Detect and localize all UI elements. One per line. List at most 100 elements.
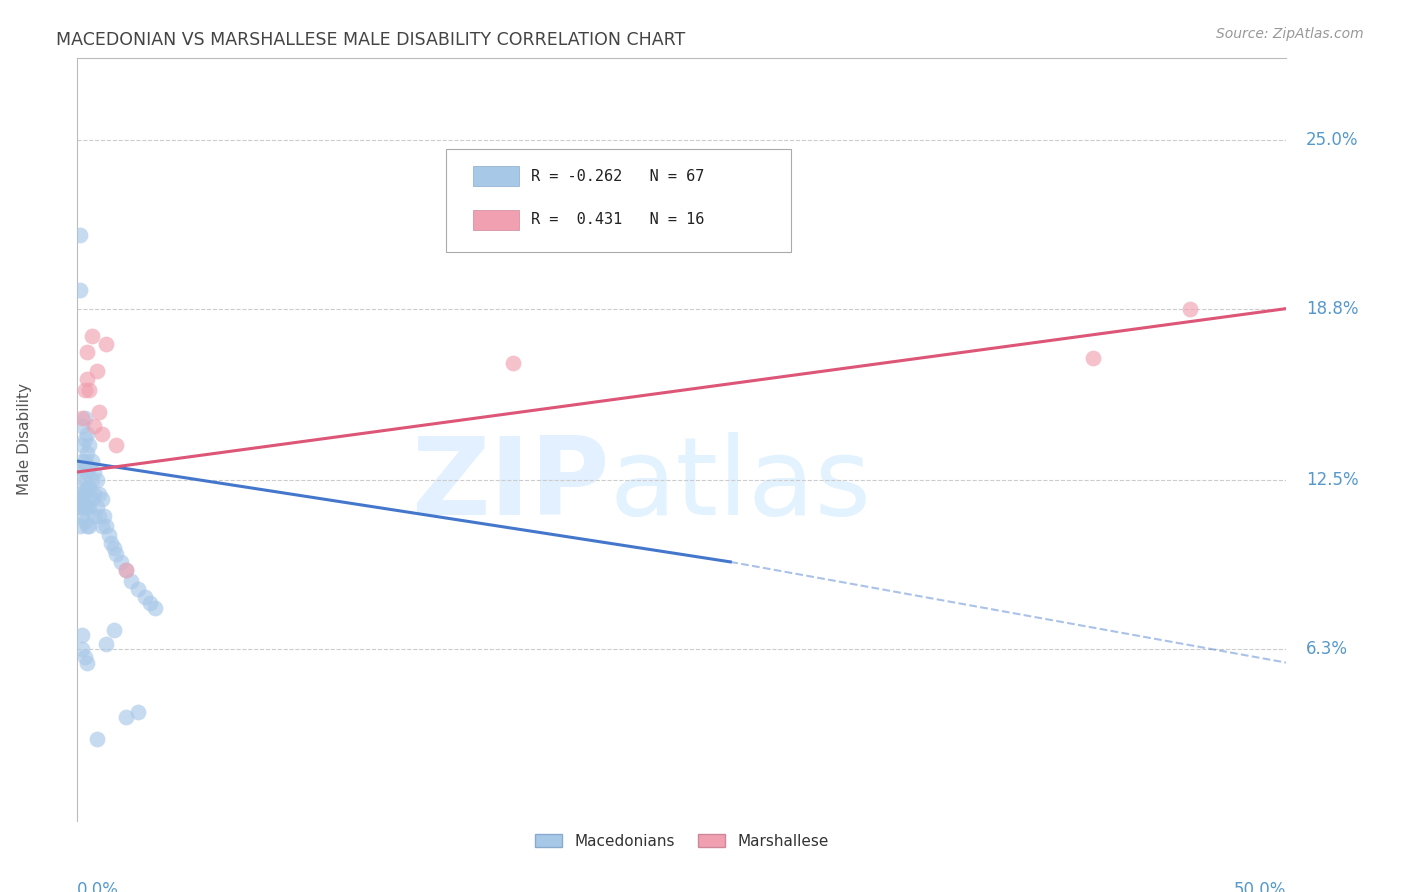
Point	[76, 500, 98, 515]
Point	[93, 508, 115, 523]
Point	[114, 710, 136, 724]
Text: R =  0.431   N = 16: R = 0.431 N = 16	[531, 212, 704, 227]
Point	[83, 465, 105, 479]
Point	[87, 487, 110, 501]
Point	[76, 465, 98, 479]
Point	[105, 438, 128, 452]
Point	[70, 418, 93, 433]
Point	[70, 508, 93, 523]
Point	[73, 487, 96, 501]
Point	[70, 465, 93, 479]
FancyBboxPatch shape	[446, 150, 790, 252]
Point	[79, 459, 101, 474]
Text: 25.0%: 25.0%	[1306, 131, 1358, 149]
Point	[69, 500, 91, 515]
Point	[143, 601, 166, 615]
Point	[83, 418, 105, 433]
Point	[70, 500, 93, 515]
Point	[90, 519, 112, 533]
Point	[80, 473, 103, 487]
Legend: Macedonians, Marshallese: Macedonians, Marshallese	[529, 828, 835, 855]
Point	[73, 433, 96, 447]
Point	[73, 410, 96, 425]
Point	[86, 731, 108, 746]
Point	[114, 563, 136, 577]
Text: 12.5%: 12.5%	[1306, 471, 1358, 489]
Point	[90, 426, 112, 441]
FancyBboxPatch shape	[472, 210, 519, 229]
Point	[69, 492, 91, 507]
Point	[69, 519, 91, 533]
Text: 50.0%: 50.0%	[1234, 880, 1286, 892]
Point	[120, 574, 142, 588]
Point	[96, 337, 118, 351]
Point	[73, 473, 96, 487]
Point	[80, 454, 103, 468]
Point	[139, 596, 162, 610]
Point	[79, 519, 101, 533]
Point	[80, 328, 103, 343]
FancyBboxPatch shape	[472, 166, 519, 186]
Point	[110, 555, 132, 569]
Point	[79, 438, 101, 452]
Point	[100, 536, 122, 550]
Text: ZIP: ZIP	[411, 432, 609, 538]
Point	[73, 500, 96, 515]
Point	[87, 508, 110, 523]
Point	[76, 372, 98, 386]
Point	[103, 541, 125, 556]
Point	[79, 500, 101, 515]
Point	[86, 473, 108, 487]
Point	[76, 656, 98, 670]
Point	[73, 650, 96, 665]
Point	[96, 519, 118, 533]
Point	[73, 384, 96, 398]
Point	[134, 591, 156, 605]
Point	[1081, 351, 1104, 365]
Point	[70, 454, 93, 468]
Point	[76, 426, 98, 441]
Point	[69, 459, 91, 474]
Point	[79, 481, 101, 495]
Text: MACEDONIAN VS MARSHALLESE MALE DISABILITY CORRELATION CHART: MACEDONIAN VS MARSHALLESE MALE DISABILIT…	[56, 31, 686, 49]
Point	[76, 519, 98, 533]
Point	[69, 227, 91, 242]
Point	[69, 487, 91, 501]
Point	[70, 410, 93, 425]
Point	[90, 492, 112, 507]
Point	[69, 283, 91, 297]
Point	[87, 405, 110, 419]
Text: 0.0%: 0.0%	[77, 880, 120, 892]
Point	[97, 527, 120, 541]
Point	[70, 628, 93, 642]
Point	[73, 454, 96, 468]
Point	[70, 438, 93, 452]
Point	[103, 623, 125, 637]
Point	[127, 705, 149, 719]
Point	[76, 481, 98, 495]
Point	[70, 492, 93, 507]
Point	[1178, 301, 1201, 316]
Point	[83, 508, 105, 523]
Point	[83, 487, 105, 501]
Point	[80, 492, 103, 507]
Text: R = -0.262   N = 67: R = -0.262 N = 67	[531, 169, 704, 184]
Point	[127, 582, 149, 596]
Point	[86, 364, 108, 378]
Point	[105, 547, 128, 561]
Point	[70, 481, 93, 495]
Point	[76, 446, 98, 460]
Text: 18.8%: 18.8%	[1306, 300, 1358, 318]
Point	[70, 642, 93, 657]
Point	[76, 345, 98, 359]
Text: 6.3%: 6.3%	[1306, 640, 1348, 658]
Text: Male Disability: Male Disability	[17, 384, 31, 495]
Point	[502, 356, 524, 370]
Point	[86, 500, 108, 515]
Text: Source: ZipAtlas.com: Source: ZipAtlas.com	[1216, 27, 1364, 41]
Point	[114, 563, 136, 577]
Text: atlas: atlas	[609, 432, 872, 538]
Point	[79, 384, 101, 398]
Point	[73, 514, 96, 528]
Point	[96, 637, 118, 651]
